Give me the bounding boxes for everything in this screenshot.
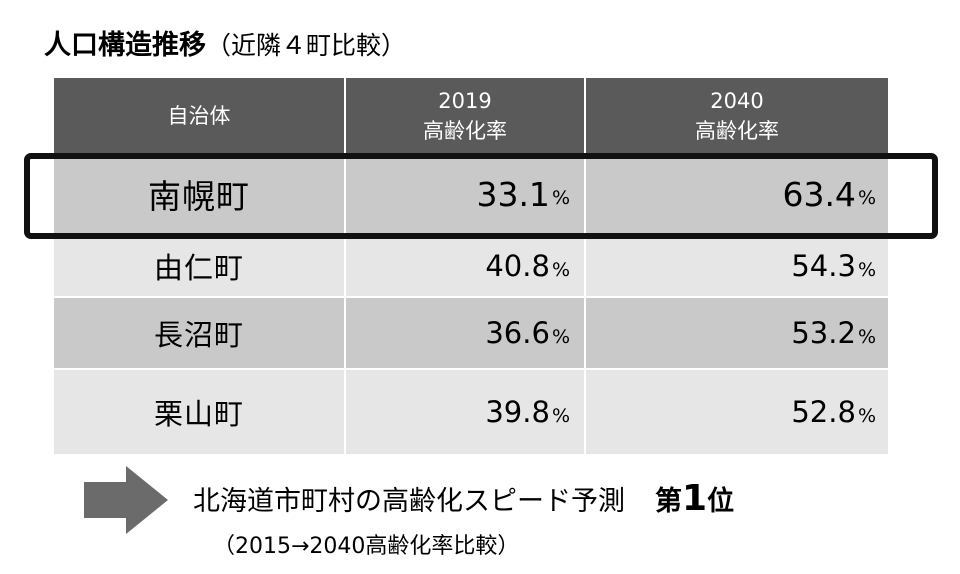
comparison-table: 自治体 2019 高齢化率 2040 高齢化率 南幌町 33.1% 63.4% … [54, 78, 888, 454]
rate-2019: 40.8 [485, 249, 550, 283]
header-2040: 2040 高齢化率 [586, 78, 888, 154]
municipality-name: 栗山町 [153, 397, 244, 431]
rank-badge: 第1位 [655, 478, 735, 519]
caption-text: 北海道市町村の高齢化スピード予測 [193, 486, 625, 517]
table-header: 自治体 2019 高齢化率 2040 高齢化率 [54, 78, 888, 154]
municipality-name: 長沼町 [153, 318, 244, 352]
percent-unit: % [551, 187, 570, 209]
header-2019-year: 2019 [438, 89, 492, 113]
percent-unit: % [551, 405, 570, 427]
header-2040-label: 高齢化率 [695, 119, 779, 143]
row-divider [54, 368, 888, 370]
rate-2040: 54.3 [791, 249, 856, 283]
percent-unit: % [857, 187, 876, 209]
municipality-name: 由仁町 [153, 251, 244, 285]
rate-2019: 36.6 [485, 316, 550, 350]
table-row: 由仁町 40.8% 54.3% [54, 236, 888, 296]
header-2019: 2019 高齢化率 [346, 78, 586, 154]
ranking-caption: 北海道市町村の高齢化スピード予測 第1位 [193, 478, 734, 519]
rate-2040: 53.2 [791, 316, 856, 350]
percent-unit: % [857, 259, 876, 281]
title-sub: （近隣４町比較） [206, 31, 407, 60]
rate-2040: 52.8 [791, 395, 856, 429]
percent-unit: % [857, 405, 876, 427]
row-divider [54, 296, 888, 298]
table-row: 栗山町 39.8% 52.8% [54, 370, 888, 454]
rank-prefix: 第 [655, 486, 682, 517]
rate-2019: 39.8 [485, 395, 550, 429]
title-main: 人口構造推移 [44, 30, 206, 61]
percent-unit: % [551, 326, 570, 348]
rate-2040: 63.4 [782, 174, 856, 214]
table-row: 長沼町 36.6% 53.2% [54, 298, 888, 368]
rank-number: 1 [682, 478, 708, 519]
highlight-frame [24, 153, 938, 239]
rank-suffix: 位 [707, 486, 735, 517]
percent-unit: % [857, 326, 876, 348]
page-title: 人口構造推移（近隣４町比較） [44, 24, 406, 68]
header-2019-label: 高齢化率 [423, 119, 507, 143]
table-row: 南幌町 33.1% 63.4% [54, 154, 888, 234]
right-arrow-icon [84, 466, 168, 534]
header-municipality: 自治体 [54, 78, 346, 154]
percent-unit: % [551, 259, 570, 281]
rate-2019: 33.1 [476, 174, 550, 214]
header-2040-year: 2040 [710, 89, 764, 113]
municipality-name: 南幌町 [148, 177, 250, 216]
comparison-note: （2015→2040高齢化率比較） [213, 534, 520, 559]
